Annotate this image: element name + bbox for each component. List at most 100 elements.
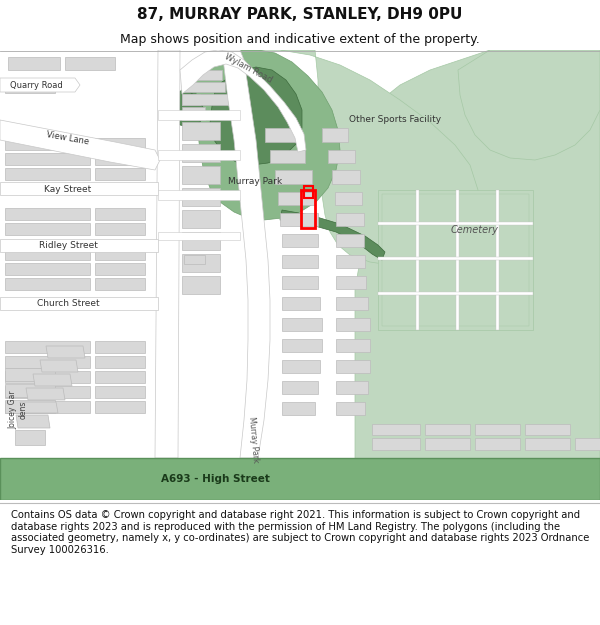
- Polygon shape: [5, 371, 90, 383]
- Polygon shape: [278, 192, 315, 205]
- Text: Quarry Road: Quarry Road: [10, 81, 62, 89]
- Text: Cemetery: Cemetery: [451, 225, 499, 235]
- Polygon shape: [95, 168, 145, 180]
- Polygon shape: [184, 255, 205, 264]
- Polygon shape: [46, 346, 85, 358]
- Text: Murray Park: Murray Park: [228, 177, 282, 186]
- Text: Wylam Road: Wylam Road: [223, 52, 273, 84]
- Polygon shape: [378, 190, 533, 330]
- Polygon shape: [95, 371, 145, 383]
- Polygon shape: [182, 276, 220, 294]
- Polygon shape: [182, 254, 220, 272]
- Polygon shape: [270, 150, 305, 163]
- Polygon shape: [185, 70, 222, 80]
- Polygon shape: [5, 79, 55, 93]
- Polygon shape: [456, 190, 459, 330]
- Polygon shape: [182, 82, 225, 92]
- Polygon shape: [40, 360, 78, 372]
- Polygon shape: [5, 278, 90, 290]
- Text: 87, MURRAY PARK, STANLEY, DH9 0PU: 87, MURRAY PARK, STANLEY, DH9 0PU: [137, 6, 463, 21]
- Polygon shape: [372, 438, 420, 450]
- Polygon shape: [265, 128, 300, 142]
- Polygon shape: [5, 356, 90, 368]
- Polygon shape: [5, 400, 55, 413]
- Polygon shape: [95, 263, 145, 275]
- Polygon shape: [416, 190, 419, 330]
- Polygon shape: [322, 128, 348, 142]
- Polygon shape: [425, 438, 470, 450]
- Polygon shape: [282, 318, 322, 331]
- Polygon shape: [282, 297, 320, 310]
- Polygon shape: [5, 153, 90, 165]
- Polygon shape: [5, 401, 90, 413]
- Polygon shape: [378, 222, 533, 225]
- Polygon shape: [15, 430, 45, 445]
- Text: Joicey Gar
dens: Joicey Gar dens: [8, 391, 28, 429]
- Polygon shape: [0, 182, 158, 195]
- Text: Ridley Street: Ridley Street: [38, 241, 97, 251]
- Polygon shape: [282, 360, 320, 373]
- Text: Other Sports Facility: Other Sports Facility: [349, 116, 441, 124]
- Polygon shape: [95, 278, 145, 290]
- Polygon shape: [5, 208, 90, 220]
- Polygon shape: [280, 210, 385, 260]
- Polygon shape: [16, 415, 50, 428]
- Polygon shape: [210, 67, 302, 165]
- Polygon shape: [280, 213, 318, 226]
- Polygon shape: [182, 94, 228, 105]
- Text: Murray Park: Murray Park: [247, 417, 259, 463]
- Polygon shape: [5, 384, 55, 397]
- Text: A693 - High Street: A693 - High Street: [161, 474, 269, 484]
- Polygon shape: [282, 276, 318, 289]
- Polygon shape: [26, 388, 65, 400]
- Polygon shape: [5, 223, 90, 235]
- Polygon shape: [5, 248, 90, 260]
- Polygon shape: [282, 234, 318, 247]
- Polygon shape: [182, 188, 220, 206]
- Polygon shape: [282, 381, 318, 394]
- Polygon shape: [155, 50, 180, 458]
- Polygon shape: [158, 190, 240, 200]
- Polygon shape: [282, 255, 318, 268]
- Polygon shape: [240, 50, 478, 265]
- Polygon shape: [182, 144, 220, 162]
- Text: Map shows position and indicative extent of the property.: Map shows position and indicative extent…: [120, 32, 480, 46]
- Polygon shape: [336, 339, 370, 352]
- Text: View Lane: View Lane: [46, 130, 90, 146]
- Polygon shape: [378, 257, 533, 260]
- Polygon shape: [95, 248, 145, 260]
- Polygon shape: [496, 190, 499, 330]
- Polygon shape: [5, 341, 90, 353]
- Polygon shape: [0, 239, 158, 252]
- Polygon shape: [5, 263, 90, 275]
- Polygon shape: [158, 232, 240, 240]
- Polygon shape: [195, 50, 340, 220]
- Text: Kay Street: Kay Street: [44, 184, 92, 194]
- Polygon shape: [0, 50, 600, 500]
- Polygon shape: [182, 122, 220, 140]
- Polygon shape: [8, 57, 60, 70]
- Polygon shape: [328, 150, 355, 163]
- Polygon shape: [95, 138, 145, 150]
- Polygon shape: [182, 94, 200, 105]
- Polygon shape: [458, 50, 600, 160]
- Polygon shape: [0, 120, 160, 170]
- Polygon shape: [20, 402, 58, 413]
- Polygon shape: [525, 424, 570, 435]
- Polygon shape: [65, 57, 115, 70]
- Text: Church Street: Church Street: [37, 299, 100, 309]
- Polygon shape: [575, 438, 600, 450]
- Polygon shape: [95, 401, 145, 413]
- Polygon shape: [0, 78, 80, 92]
- Polygon shape: [5, 368, 55, 381]
- Polygon shape: [33, 374, 72, 386]
- Polygon shape: [95, 208, 145, 220]
- Polygon shape: [182, 232, 220, 250]
- Polygon shape: [348, 50, 600, 500]
- Polygon shape: [382, 194, 529, 326]
- Polygon shape: [378, 292, 533, 295]
- Polygon shape: [95, 341, 145, 353]
- Polygon shape: [336, 360, 370, 373]
- Polygon shape: [158, 110, 240, 120]
- Polygon shape: [180, 50, 306, 152]
